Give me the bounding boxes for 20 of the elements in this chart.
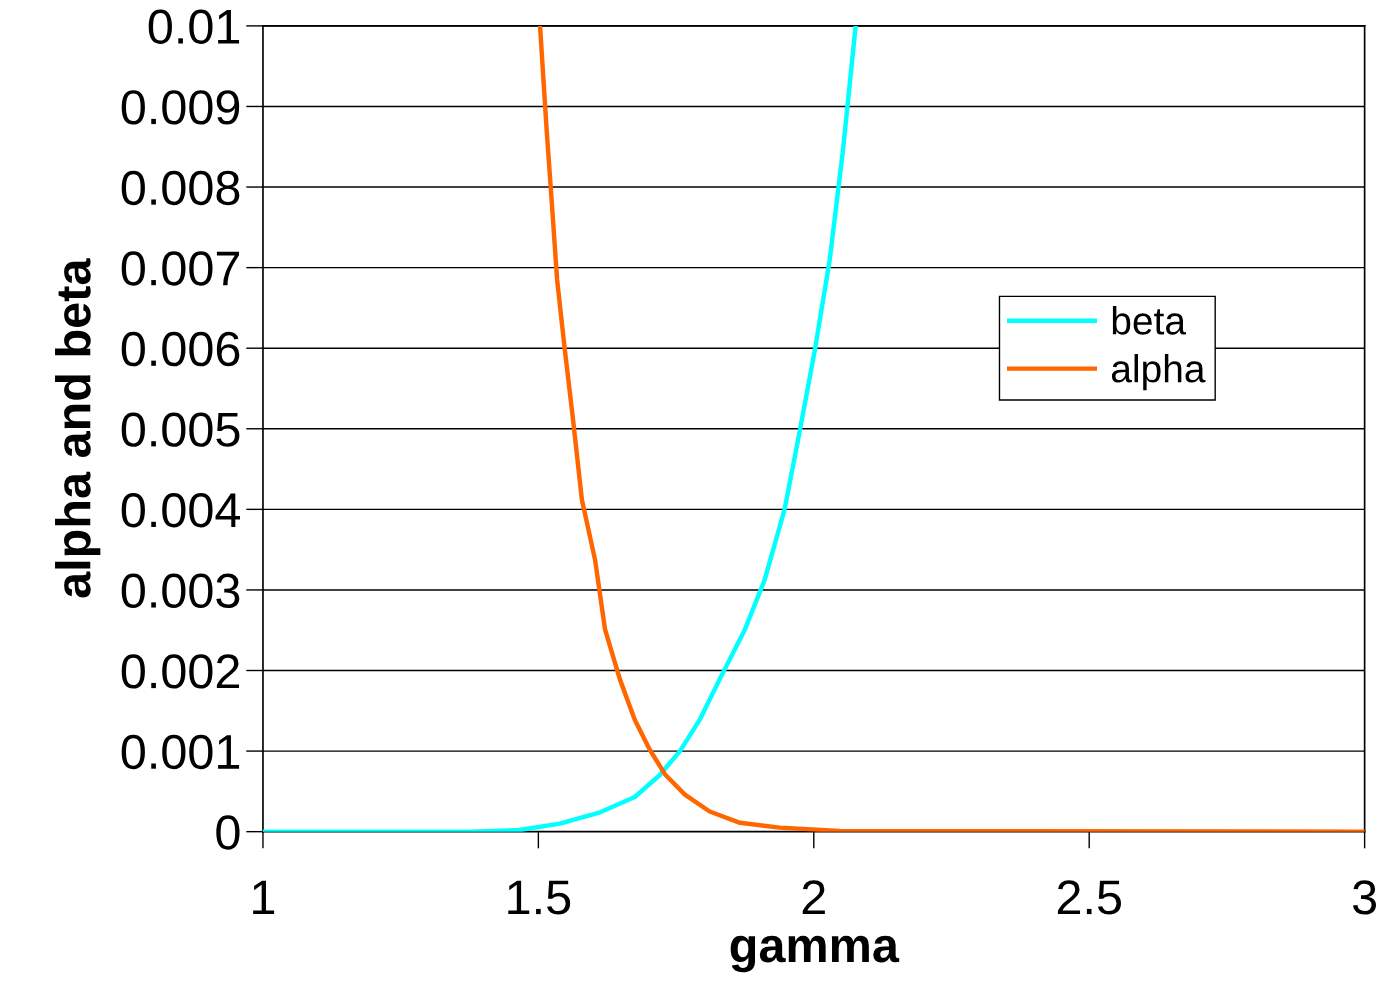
y-tick-label: 0.007 <box>121 251 239 286</box>
y-tick-label: 0.002 <box>121 654 239 689</box>
y-axis-title: alpha and beta <box>55 258 101 598</box>
y-tick-label: 0.009 <box>121 90 240 125</box>
y-tick-label: 0.008 <box>121 170 240 206</box>
y-tick-label: 0.01 <box>148 9 240 44</box>
y-tick-label: 0.005 <box>121 412 240 447</box>
y-tick-label: 0.006 <box>121 331 240 367</box>
legend-label: beta <box>1112 306 1186 335</box>
y-tick-label: 0 <box>216 815 240 850</box>
y-tick-label: 0.001 <box>121 734 240 770</box>
y-tick-label: 0.004 <box>121 493 241 528</box>
y-tick-label: 0.003 <box>121 573 240 609</box>
legend-label: alpha <box>1111 354 1206 391</box>
x-tick-label: 1.5 <box>508 880 571 915</box>
x-tick-label: 3 <box>1352 880 1377 915</box>
x-axis-title: gamma <box>730 935 900 973</box>
x-tick-label: 2 <box>802 880 825 915</box>
x-tick-label: 1 <box>253 880 275 915</box>
x-tick-label: 2.5 <box>1057 880 1121 915</box>
